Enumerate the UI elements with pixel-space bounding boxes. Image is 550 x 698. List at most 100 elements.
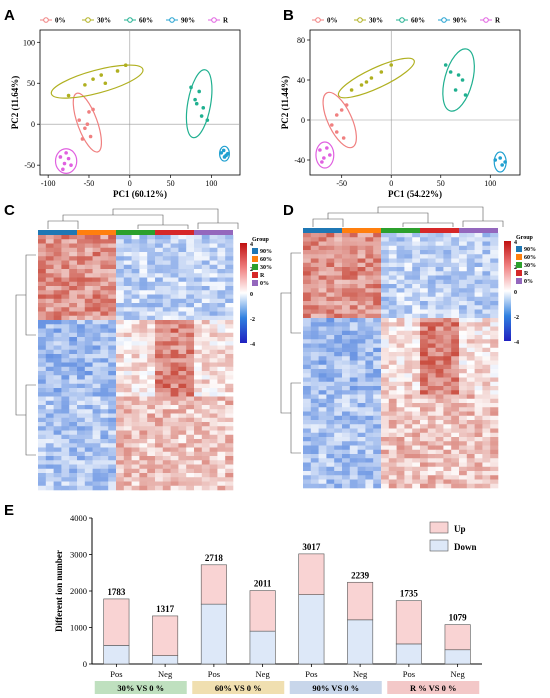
heatmap-cell — [490, 343, 499, 349]
heatmap-cell — [381, 398, 390, 404]
heatmap-cell — [77, 447, 86, 453]
heatmap-cell — [178, 460, 187, 465]
heatmap-cell — [459, 343, 468, 349]
heatmap-cell — [365, 254, 374, 259]
heatmap-cell — [420, 454, 429, 459]
heatmap-cell — [318, 475, 327, 480]
heatmap-cell — [396, 462, 405, 468]
heatmap-cell — [435, 279, 444, 285]
x-tick-label: Pos — [208, 669, 220, 679]
heatmap-cell — [365, 347, 374, 353]
heatmap-cell — [92, 413, 101, 419]
heatmap-cell — [209, 460, 218, 465]
heatmap-cell — [147, 473, 156, 478]
heatmap-cell — [139, 328, 148, 334]
heatmap-cell — [217, 273, 226, 278]
heatmap-cell — [92, 320, 101, 325]
heatmap-cell — [373, 301, 382, 306]
heatmap-cell — [108, 332, 117, 338]
data-point — [328, 153, 332, 157]
heatmap-cell — [69, 485, 78, 491]
heatmap-cell — [84, 396, 93, 402]
heatmap-cell — [170, 477, 179, 482]
heatmap-cell — [201, 379, 210, 385]
heatmap-cell — [490, 250, 499, 255]
heatmap-cell — [139, 311, 148, 317]
heatmap-cell — [194, 456, 203, 461]
heatmap-cell — [388, 330, 397, 336]
heatmap-cell — [139, 269, 148, 274]
heatmap-cell — [303, 360, 312, 366]
heatmap-cells — [303, 233, 499, 489]
heatmap-cell — [92, 447, 101, 453]
heatmap-cell — [427, 424, 436, 429]
heatmap-cell — [108, 379, 117, 385]
heatmap-cell — [131, 481, 140, 487]
heatmap-cell — [373, 318, 382, 323]
heatmap-cell — [194, 281, 203, 287]
heatmap-cell — [482, 339, 491, 344]
heatmap-cell — [131, 320, 140, 325]
heatmap-cell — [490, 309, 499, 315]
heatmap-cell — [490, 432, 499, 438]
heatmap-cell — [466, 250, 475, 255]
data-point — [322, 156, 326, 160]
heatmap-cell — [404, 233, 413, 238]
heatmap-cell — [77, 252, 86, 257]
heatmap-cell — [100, 388, 109, 393]
heatmap-cell — [482, 441, 491, 446]
y-tick-label: 100 — [23, 38, 35, 47]
heatmap-cell — [38, 349, 47, 355]
group-legend-label: 0% — [524, 279, 533, 285]
heatmap-cell — [303, 301, 312, 306]
heatmap-cell — [474, 403, 483, 408]
heatmap-cell — [466, 309, 475, 315]
heatmap-cell — [318, 398, 327, 404]
heatmap-cell — [170, 298, 179, 304]
heatmap-cell — [53, 354, 62, 359]
heatmap-cell — [38, 235, 47, 240]
heatmap-cell — [303, 241, 312, 247]
heatmap-cell — [178, 260, 187, 266]
heatmap-cell — [170, 400, 179, 406]
heatmap-cell — [38, 252, 47, 257]
legend-marker — [211, 17, 217, 23]
heatmap-cell — [404, 364, 413, 370]
heatmap-cell — [420, 250, 429, 255]
heatmap-cell — [84, 320, 93, 325]
heatmap-cell — [186, 311, 195, 317]
heatmap-cell — [451, 284, 460, 289]
heatmap-cell — [435, 462, 444, 468]
heatmap-cell — [92, 303, 101, 308]
heatmap-cell — [318, 420, 327, 425]
heatmap-cell — [381, 245, 390, 251]
heatmap-cell — [373, 466, 382, 472]
data-point — [456, 73, 461, 77]
heatmap-cell — [170, 426, 179, 431]
heatmap-cell — [147, 451, 156, 457]
heatmap-cell — [178, 422, 187, 427]
heatmap-cell — [201, 235, 210, 240]
heatmap-cell — [474, 432, 483, 438]
heatmap-cell — [69, 332, 78, 338]
heatmap-cell — [123, 447, 132, 453]
x-tick-label: Pos — [305, 669, 317, 679]
heatmap-cell — [147, 341, 156, 346]
group-legend-swatch — [516, 246, 522, 252]
heatmap-cell — [38, 371, 47, 376]
heatmap-cell — [349, 407, 358, 412]
heatmap-cell — [466, 318, 475, 323]
heatmap-cell — [459, 301, 468, 306]
heatmap-cell — [108, 286, 117, 291]
data-point — [503, 160, 507, 164]
heatmap-cell — [225, 439, 234, 444]
heatmap-cell — [490, 398, 499, 404]
heatmap-cell — [194, 345, 203, 351]
heatmap-cell — [381, 475, 390, 480]
heatmap-cell — [139, 332, 148, 338]
heatmap-cell — [303, 330, 312, 336]
heatmap-cell — [474, 466, 483, 472]
heatmap-cell — [69, 434, 78, 440]
heatmap-cell — [388, 233, 397, 238]
heatmap-cell — [209, 315, 218, 321]
